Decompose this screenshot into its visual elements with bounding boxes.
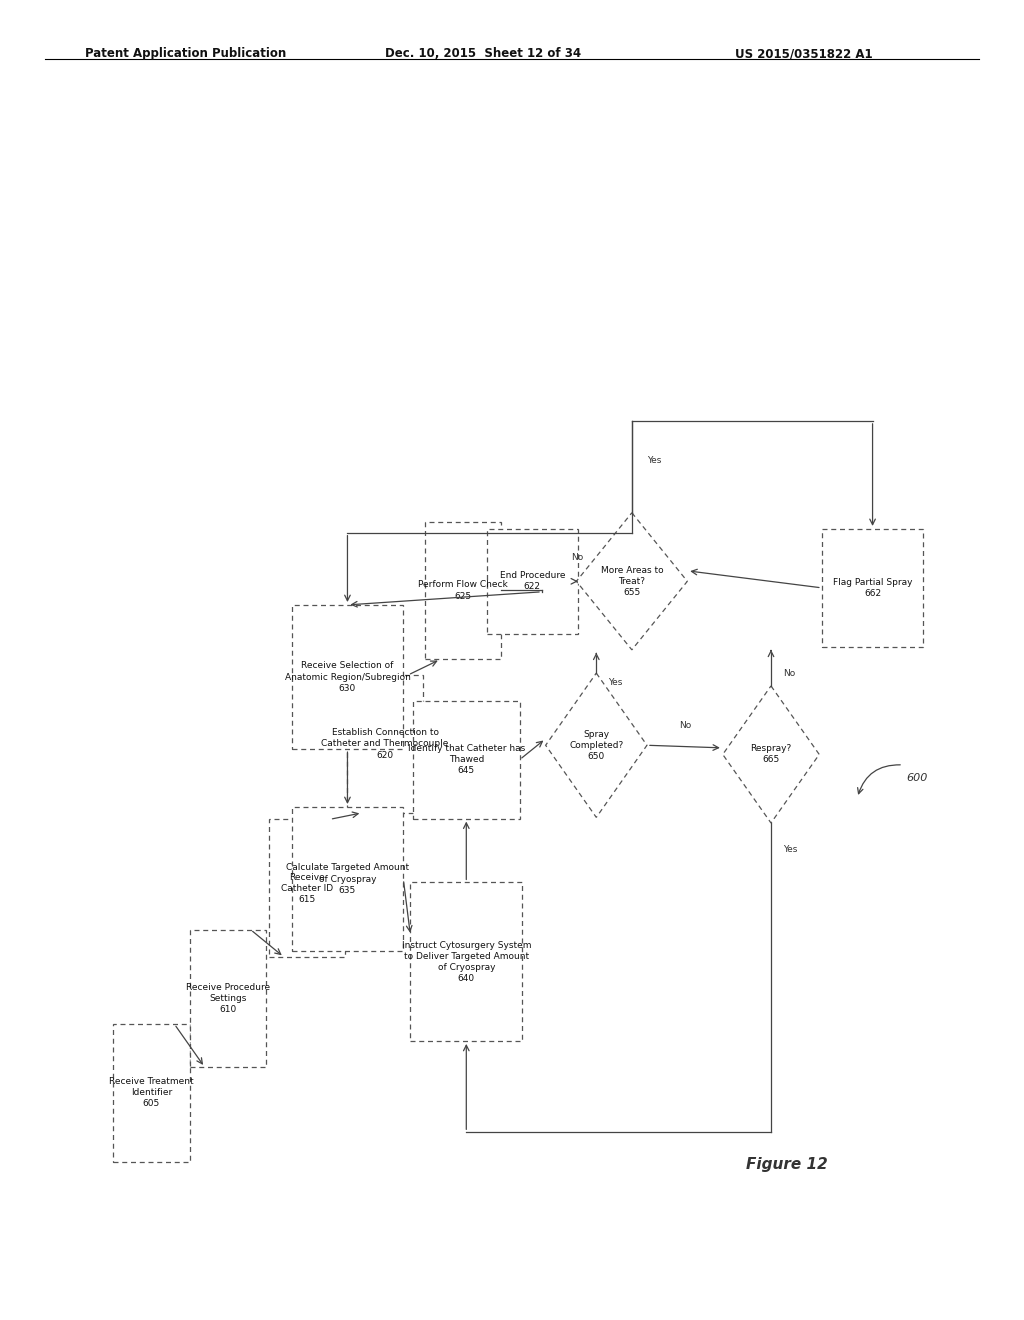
- Text: More Areas to
Treat?
655: More Areas to Treat? 655: [600, 566, 664, 597]
- Text: Flag Partial Spray
662: Flag Partial Spray 662: [833, 578, 912, 598]
- Polygon shape: [546, 673, 647, 817]
- Text: Patent Application Publication: Patent Application Publication: [85, 48, 287, 61]
- FancyBboxPatch shape: [189, 929, 265, 1068]
- Text: Figure 12: Figure 12: [745, 1158, 827, 1172]
- Text: Yes: Yes: [608, 678, 623, 688]
- Text: No: No: [571, 553, 584, 562]
- FancyBboxPatch shape: [425, 521, 502, 660]
- Text: Receive Procedure
Settings
610: Receive Procedure Settings 610: [185, 983, 269, 1014]
- FancyBboxPatch shape: [292, 807, 403, 952]
- Text: Spray
Completed?
650: Spray Completed? 650: [569, 730, 624, 760]
- FancyBboxPatch shape: [268, 820, 345, 957]
- FancyBboxPatch shape: [822, 529, 924, 647]
- Text: Instruct Cytosurgery System
to Deliver Targeted Amount
of Cryospray
640: Instruct Cytosurgery System to Deliver T…: [401, 941, 531, 983]
- FancyBboxPatch shape: [411, 882, 522, 1041]
- Text: Identify that Catheter has
Thawed
645: Identify that Catheter has Thawed 645: [408, 744, 525, 775]
- FancyBboxPatch shape: [486, 529, 578, 634]
- Text: End Procedure
622: End Procedure 622: [500, 572, 565, 591]
- Text: Yes: Yes: [783, 845, 798, 854]
- Polygon shape: [723, 686, 819, 822]
- Text: Dec. 10, 2015  Sheet 12 of 34: Dec. 10, 2015 Sheet 12 of 34: [385, 48, 582, 61]
- FancyBboxPatch shape: [347, 675, 423, 813]
- Text: No: No: [679, 721, 691, 730]
- Text: Perform Flow Check
625: Perform Flow Check 625: [419, 581, 508, 601]
- Text: Receive Treatment
Identifier
605: Receive Treatment Identifier 605: [110, 1077, 194, 1109]
- Text: No: No: [783, 669, 796, 677]
- Text: US 2015/0351822 A1: US 2015/0351822 A1: [735, 48, 873, 61]
- Text: Yes: Yes: [647, 455, 662, 465]
- FancyBboxPatch shape: [413, 701, 519, 818]
- Text: Respray?
665: Respray? 665: [751, 744, 792, 764]
- Polygon shape: [577, 512, 687, 649]
- Text: Calculate Targeted Amount
of Cryospray
635: Calculate Targeted Amount of Cryospray 6…: [286, 863, 409, 895]
- FancyBboxPatch shape: [114, 1024, 189, 1162]
- Text: 600: 600: [906, 774, 928, 783]
- Text: Establish Connection to
Catheter and Thermocouple
620: Establish Connection to Catheter and The…: [322, 729, 449, 759]
- Text: Receive Selection of
Anatomic Region/Subregion
630: Receive Selection of Anatomic Region/Sub…: [285, 661, 411, 693]
- Text: Receive
Catheter ID
615: Receive Catheter ID 615: [281, 873, 333, 904]
- FancyBboxPatch shape: [292, 605, 403, 750]
